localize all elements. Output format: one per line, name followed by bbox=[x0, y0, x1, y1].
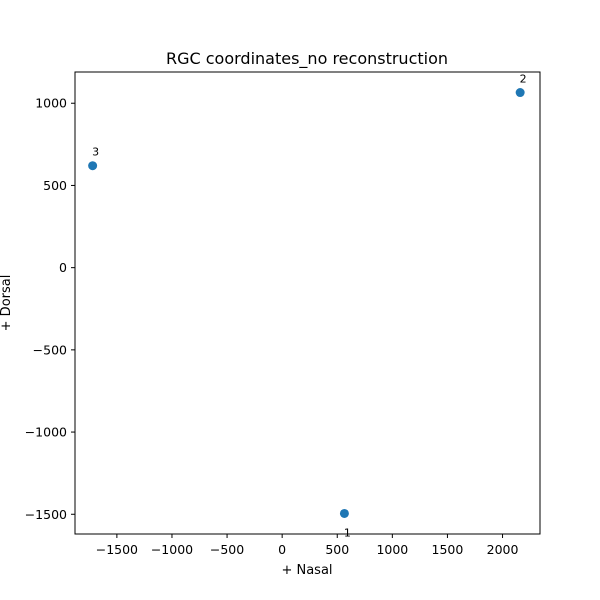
y-tick-label: 1000 bbox=[35, 96, 67, 111]
x-tick-label: −1000 bbox=[151, 542, 193, 557]
x-tick-label: 1500 bbox=[432, 542, 464, 557]
y-tick-label: −1500 bbox=[25, 507, 67, 522]
point-label-3: 3 bbox=[92, 146, 99, 159]
x-tick-label: 2000 bbox=[487, 542, 519, 557]
y-tick-label: 0 bbox=[59, 260, 67, 275]
point-label-1: 1 bbox=[344, 526, 351, 539]
x-axis-label: + Nasal bbox=[281, 563, 332, 578]
x-tick-label: −500 bbox=[210, 542, 244, 557]
y-axis-label: + Dorsal bbox=[0, 275, 14, 332]
point-label-2: 2 bbox=[520, 73, 527, 86]
y-axis-ticks: 1000 500 0 −500 −1000 −1500 bbox=[25, 96, 75, 522]
plot-area-frame bbox=[74, 71, 541, 535]
x-tick-label: 500 bbox=[325, 542, 349, 557]
x-tick-label: −1500 bbox=[96, 542, 138, 557]
chart-title: RGC coordinates_no reconstruction bbox=[166, 49, 448, 69]
x-tick-label: 0 bbox=[278, 542, 286, 557]
y-tick-label: −500 bbox=[33, 342, 67, 357]
x-tick-label: 1000 bbox=[376, 542, 408, 557]
x-axis-ticks: −1500 −1000 −500 0 500 1000 1500 2000 bbox=[96, 534, 519, 557]
y-tick-label: −1000 bbox=[25, 425, 67, 440]
data-point-2 bbox=[515, 88, 525, 98]
data-point-1 bbox=[339, 508, 349, 518]
data-point-3 bbox=[88, 161, 98, 171]
y-tick-label: 500 bbox=[43, 178, 67, 193]
data-points: 1 2 3 bbox=[88, 73, 527, 539]
